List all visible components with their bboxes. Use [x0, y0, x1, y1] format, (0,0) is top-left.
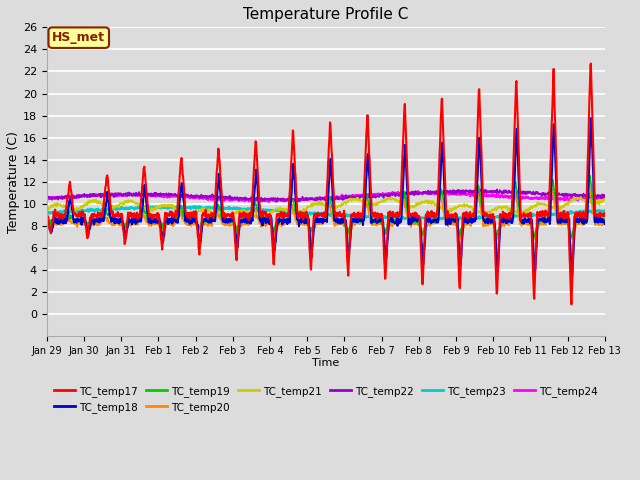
- TC_temp19: [166, 220, 174, 226]
- TC_temp21: [224, 216, 232, 222]
- TC_temp19: [503, 218, 511, 224]
- TC_temp21: [601, 196, 609, 202]
- TC_temp17: [43, 213, 51, 218]
- TC_temp19: [43, 217, 51, 223]
- TC_temp22: [166, 192, 174, 198]
- Line: TC_temp24: TC_temp24: [47, 191, 605, 202]
- TC_temp24: [412, 191, 419, 196]
- TC_temp21: [412, 204, 419, 209]
- TC_temp21: [43, 207, 51, 213]
- TC_temp18: [43, 217, 51, 223]
- Title: Temperature Profile C: Temperature Profile C: [243, 7, 408, 22]
- TC_temp24: [414, 188, 422, 194]
- Line: TC_temp22: TC_temp22: [47, 189, 605, 202]
- TC_temp18: [568, 273, 576, 279]
- TC_temp19: [586, 173, 594, 179]
- TC_temp21: [577, 194, 584, 200]
- TC_temp17: [587, 60, 595, 66]
- TC_temp20: [503, 221, 511, 227]
- Line: TC_temp17: TC_temp17: [47, 63, 605, 304]
- TC_temp17: [568, 301, 575, 307]
- TC_temp19: [552, 198, 559, 204]
- TC_temp19: [275, 218, 283, 224]
- TC_temp23: [504, 215, 512, 221]
- Line: TC_temp23: TC_temp23: [47, 205, 605, 221]
- TC_temp22: [601, 193, 609, 199]
- TC_temp20: [601, 219, 609, 225]
- TC_temp17: [601, 212, 609, 218]
- TC_temp23: [412, 216, 419, 222]
- TC_temp24: [265, 199, 273, 205]
- TC_temp24: [43, 195, 51, 201]
- Text: HS_met: HS_met: [52, 31, 105, 44]
- Line: TC_temp19: TC_temp19: [47, 176, 605, 237]
- TC_temp22: [273, 199, 280, 204]
- TC_temp24: [552, 196, 560, 202]
- TC_temp18: [412, 217, 419, 223]
- TC_temp18: [275, 215, 283, 221]
- TC_temp24: [504, 194, 512, 200]
- TC_temp20: [43, 220, 51, 226]
- TC_temp18: [166, 218, 174, 224]
- TC_temp21: [276, 204, 284, 210]
- TC_temp21: [504, 204, 511, 210]
- TC_temp19: [262, 218, 269, 224]
- TC_temp17: [166, 209, 174, 215]
- Line: TC_temp20: TC_temp20: [47, 185, 605, 240]
- TC_temp17: [412, 210, 419, 216]
- TC_temp22: [477, 186, 485, 192]
- TC_temp23: [445, 218, 453, 224]
- TC_temp19: [531, 234, 538, 240]
- TC_temp24: [166, 194, 174, 200]
- TC_temp21: [262, 214, 270, 219]
- TC_temp17: [503, 215, 511, 220]
- TC_temp21: [552, 205, 559, 211]
- TC_temp23: [166, 204, 174, 210]
- TC_temp17: [262, 209, 269, 215]
- TC_temp22: [412, 188, 419, 194]
- TC_temp20: [586, 182, 593, 188]
- TC_temp23: [180, 203, 188, 208]
- TC_temp22: [504, 190, 512, 196]
- TC_temp18: [587, 115, 595, 121]
- TC_temp23: [601, 207, 609, 213]
- TC_temp22: [276, 196, 284, 202]
- Line: TC_temp18: TC_temp18: [47, 118, 605, 276]
- TC_temp17: [275, 211, 283, 216]
- Line: TC_temp21: TC_temp21: [47, 197, 605, 219]
- TC_temp22: [43, 196, 51, 202]
- TC_temp20: [262, 224, 269, 229]
- TC_temp17: [551, 122, 559, 128]
- TC_temp20: [166, 222, 174, 228]
- TC_temp19: [412, 216, 419, 222]
- TC_temp19: [601, 220, 609, 226]
- TC_temp22: [552, 192, 560, 197]
- TC_temp20: [552, 208, 559, 214]
- TC_temp23: [43, 212, 51, 217]
- TC_temp18: [262, 220, 269, 226]
- TC_temp18: [601, 221, 609, 227]
- X-axis label: Time: Time: [312, 358, 339, 368]
- TC_temp18: [551, 152, 559, 157]
- TC_temp23: [552, 212, 560, 217]
- Legend: TC_temp17, TC_temp18, TC_temp19, TC_temp20, TC_temp21, TC_temp22, TC_temp23, TC_: TC_temp17, TC_temp18, TC_temp19, TC_temp…: [49, 382, 602, 417]
- TC_temp24: [262, 197, 269, 203]
- TC_temp22: [262, 196, 269, 202]
- TC_temp20: [532, 237, 540, 243]
- TC_temp20: [412, 220, 419, 226]
- TC_temp20: [275, 221, 283, 227]
- Y-axis label: Temperature (C): Temperature (C): [7, 131, 20, 233]
- TC_temp24: [601, 195, 609, 201]
- TC_temp24: [276, 197, 284, 203]
- TC_temp21: [166, 204, 174, 209]
- TC_temp18: [503, 216, 511, 222]
- TC_temp23: [262, 208, 270, 214]
- TC_temp23: [276, 207, 284, 213]
